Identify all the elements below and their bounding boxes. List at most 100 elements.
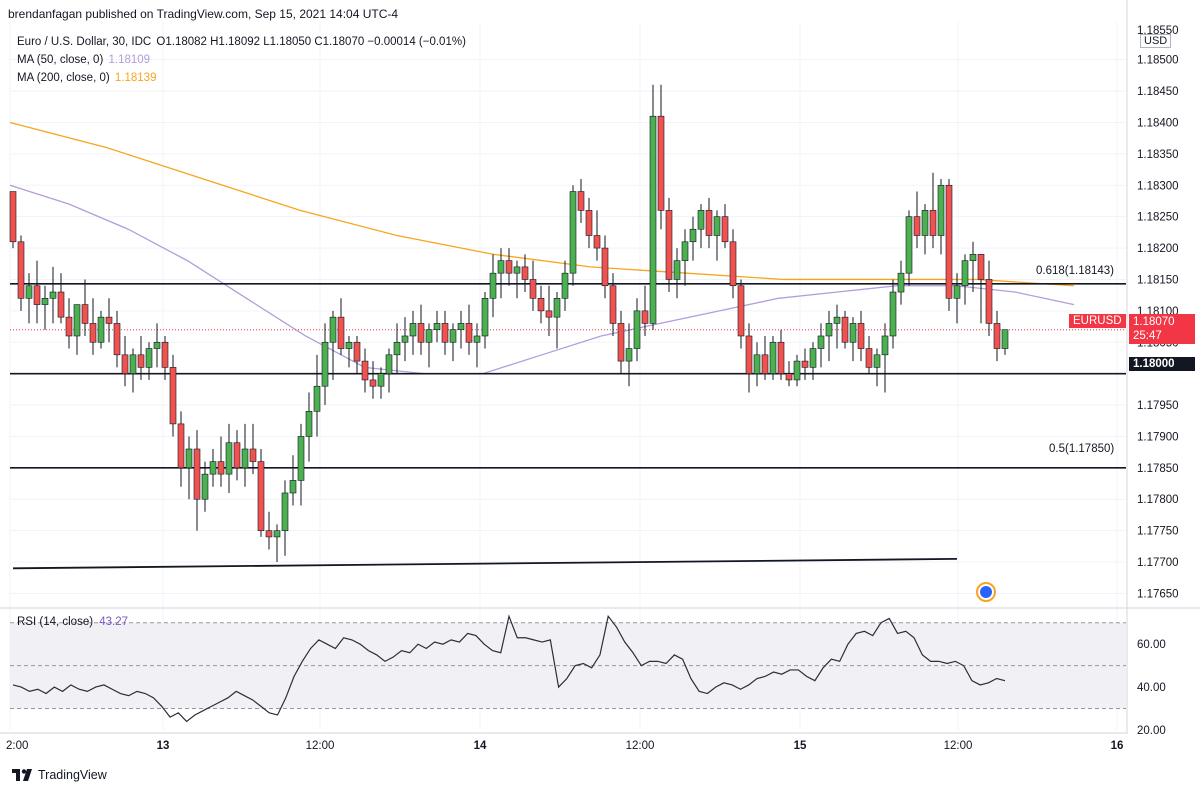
candle bbox=[945, 178, 953, 311]
price-tick-label: 1.18150 bbox=[1137, 274, 1179, 286]
candle bbox=[9, 191, 17, 249]
tradingview-logo-icon bbox=[12, 769, 32, 781]
candle-body bbox=[41, 298, 49, 305]
candle-body bbox=[265, 530, 273, 538]
candle-body bbox=[57, 291, 65, 318]
candle-body bbox=[761, 354, 769, 374]
candle-body bbox=[209, 461, 217, 475]
candle bbox=[849, 317, 857, 362]
candle bbox=[217, 436, 225, 487]
current-price-tag: 1.18070 25:47 bbox=[1129, 314, 1195, 344]
candle bbox=[449, 323, 457, 362]
candle bbox=[545, 285, 553, 336]
candle bbox=[817, 323, 825, 368]
candle bbox=[881, 323, 889, 393]
candle-body bbox=[105, 316, 113, 324]
candle bbox=[425, 323, 433, 368]
candle bbox=[273, 524, 281, 563]
candle-body bbox=[625, 348, 633, 362]
countdown: 25:47 bbox=[1133, 330, 1162, 342]
candle bbox=[921, 204, 929, 255]
candle-body bbox=[697, 210, 705, 230]
candle-body bbox=[969, 254, 977, 261]
price-tick-label: 1.18450 bbox=[1137, 86, 1179, 98]
time-tick-label: 2:00 bbox=[6, 740, 28, 752]
candle-body bbox=[785, 373, 793, 381]
candle bbox=[761, 335, 769, 380]
candle bbox=[497, 248, 505, 299]
candle-body bbox=[657, 115, 665, 211]
candle-body bbox=[409, 323, 417, 337]
candle bbox=[793, 354, 801, 387]
candle-body bbox=[945, 184, 953, 299]
candle-body bbox=[505, 260, 513, 274]
candle-body bbox=[257, 461, 265, 531]
price-tick-label: 1.18250 bbox=[1137, 212, 1179, 224]
candle-body bbox=[921, 210, 929, 236]
candle bbox=[297, 423, 305, 506]
ma200-line bbox=[9, 121, 1075, 287]
candle bbox=[121, 335, 129, 387]
candle-body bbox=[801, 360, 809, 368]
fib-05-label: 0.5(1.17850) bbox=[1049, 443, 1115, 455]
candle bbox=[809, 342, 817, 380]
candle bbox=[209, 449, 217, 487]
ma200-value: 1.18139 bbox=[114, 72, 157, 84]
candle bbox=[89, 298, 97, 355]
candle-body bbox=[89, 323, 97, 343]
candle-body bbox=[753, 354, 761, 374]
price-tick-label: 1.18300 bbox=[1137, 180, 1179, 192]
candle-body bbox=[313, 385, 321, 412]
candle bbox=[457, 310, 465, 349]
candle-body bbox=[73, 304, 81, 337]
rsi-legend: RSI (14, close) 43.27 bbox=[17, 616, 128, 628]
candle bbox=[49, 266, 57, 324]
candle bbox=[977, 254, 985, 324]
candle bbox=[865, 335, 873, 374]
candle bbox=[41, 285, 49, 330]
candle-body bbox=[721, 216, 729, 243]
candle-body bbox=[601, 247, 609, 287]
currency-badge[interactable]: USD bbox=[1140, 34, 1172, 48]
candle-body bbox=[345, 341, 353, 349]
candle-body bbox=[161, 341, 169, 368]
ma50-legend: MA (50, close, 0) 1.18109 bbox=[17, 54, 150, 66]
candle bbox=[601, 235, 609, 299]
candle-body bbox=[289, 480, 297, 494]
candle-body bbox=[481, 298, 489, 337]
candle bbox=[393, 323, 401, 374]
candle-body bbox=[865, 348, 873, 368]
candle bbox=[473, 323, 481, 368]
candle bbox=[657, 84, 665, 230]
candle bbox=[1001, 329, 1009, 355]
candle-body bbox=[809, 348, 817, 368]
candle-body bbox=[153, 341, 161, 349]
candle bbox=[353, 335, 361, 374]
price-tick-label: 1.17950 bbox=[1137, 400, 1179, 412]
candle-body bbox=[433, 323, 441, 330]
candle-body bbox=[249, 448, 257, 462]
candle bbox=[633, 298, 641, 362]
candle bbox=[505, 248, 513, 286]
candle-body bbox=[305, 411, 313, 437]
candle bbox=[321, 323, 329, 406]
candle-body bbox=[953, 285, 961, 299]
candle-body bbox=[425, 329, 433, 343]
price-tick-label: 1.17900 bbox=[1137, 431, 1179, 443]
candle bbox=[241, 423, 249, 487]
symbol-legend: Euro / U.S. Dollar, 30, IDC O1.18082 H1.… bbox=[17, 36, 466, 48]
candle bbox=[25, 273, 33, 324]
candle bbox=[33, 260, 41, 324]
tradingview-footer[interactable]: TradingView bbox=[12, 768, 107, 782]
candle-body bbox=[49, 291, 57, 299]
candle-body bbox=[417, 323, 425, 343]
candle-body bbox=[817, 335, 825, 349]
candle bbox=[409, 310, 417, 355]
candle-body bbox=[169, 367, 177, 425]
candle bbox=[337, 298, 345, 355]
candle-body bbox=[561, 272, 569, 299]
candle-body bbox=[833, 316, 841, 324]
candle-body bbox=[473, 335, 481, 343]
candle bbox=[17, 235, 25, 311]
